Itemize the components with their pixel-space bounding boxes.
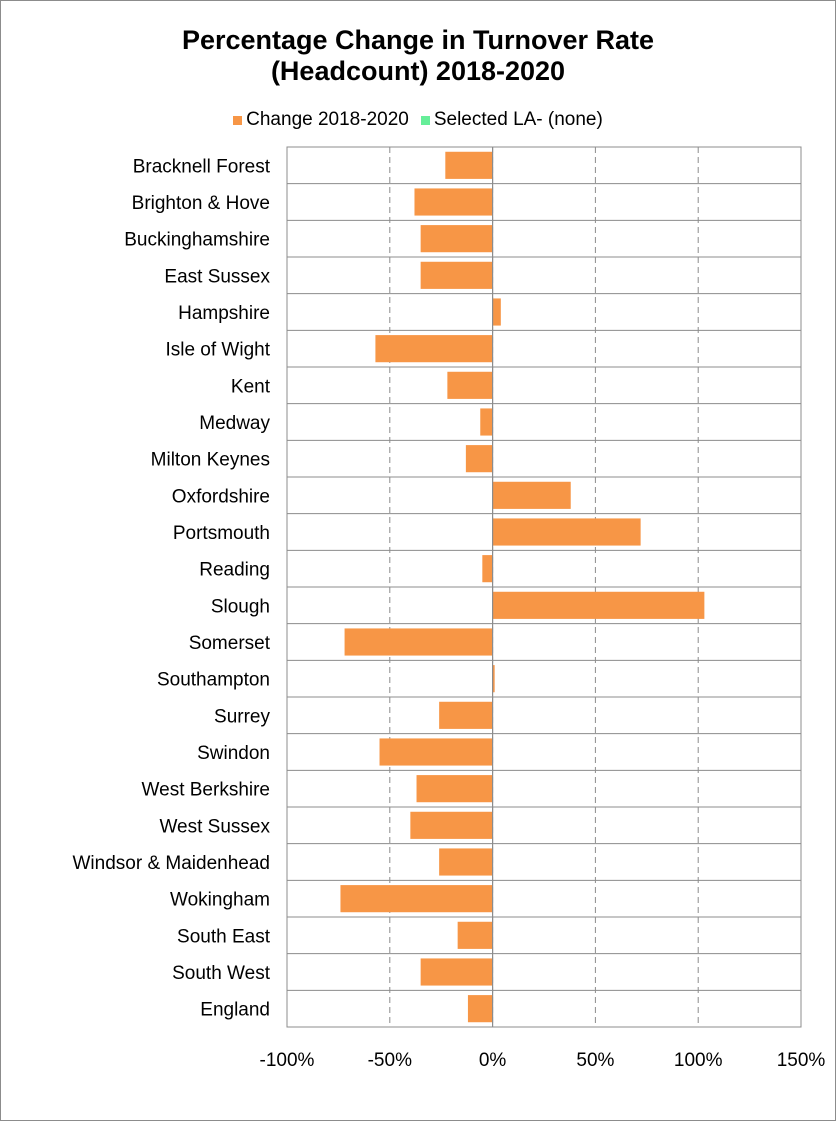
bar [340,885,492,912]
category-label: Southampton [157,670,270,691]
category-label: Portsmouth [173,523,270,544]
bar [447,372,492,399]
bar [493,482,571,509]
x-tick-label: 150% [777,1050,826,1071]
category-label: Surrey [214,706,270,727]
x-tick-label: -100% [260,1050,315,1071]
bar [414,188,492,215]
bar [421,958,493,985]
bar [493,592,705,619]
bar [493,298,501,325]
category-label: Windsor & Maidenhead [73,853,271,874]
bar [410,812,492,839]
category-label: Milton Keynes [151,450,270,471]
bar [458,922,493,949]
category-label: Slough [211,596,270,617]
bar [421,262,493,289]
category-label: Somerset [189,633,271,654]
category-label: West Sussex [159,816,270,837]
category-label: Buckinghamshire [124,230,270,251]
bar [482,555,492,582]
bar [439,848,492,875]
bar [493,518,641,545]
category-label: Oxfordshire [172,486,270,507]
bar [345,628,493,655]
category-label: South East [177,926,271,947]
category-label: Reading [199,560,270,581]
bar [380,738,493,765]
category-label: East Sussex [164,266,270,287]
category-label: Medway [199,413,270,434]
bar [439,702,492,729]
bar [466,445,493,472]
x-tick-label: -50% [368,1050,412,1071]
x-tick-label: 100% [674,1050,723,1071]
bar [375,335,492,362]
bar [417,775,493,802]
category-label: Brighton & Hove [132,193,270,214]
bar [445,152,492,179]
bar [480,408,492,435]
category-label: South West [172,963,271,984]
category-label: West Berkshire [142,780,270,801]
x-tick-label: 0% [479,1050,507,1071]
bar [421,225,493,252]
category-label: Kent [231,376,271,397]
x-tick-label: 50% [576,1050,614,1071]
bar [468,995,493,1022]
category-label: Hampshire [178,303,270,324]
category-label: Wokingham [170,890,270,911]
category-label: Isle of Wight [165,340,270,361]
category-label: England [200,1000,270,1021]
category-label: Bracknell Forest [133,156,271,177]
category-label: Swindon [197,743,270,764]
